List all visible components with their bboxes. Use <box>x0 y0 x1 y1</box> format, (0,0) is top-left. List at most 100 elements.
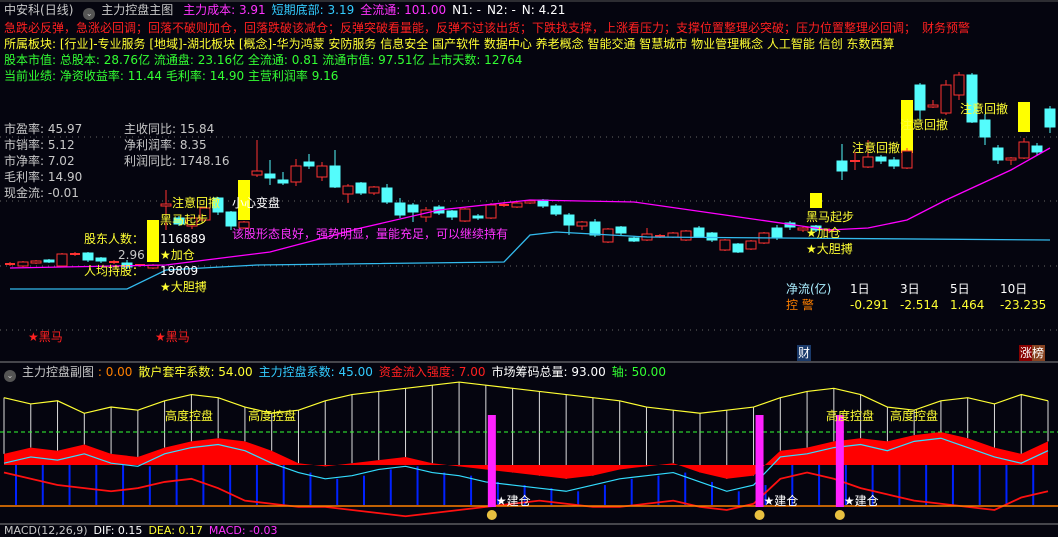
candle-body <box>680 230 692 241</box>
candle-body <box>251 170 263 176</box>
support-line <box>10 231 1051 290</box>
ratio-item: 现金流: -0.01 <box>4 186 79 200</box>
flow-period: 10日 <box>1000 282 1028 296</box>
sub-title[interactable]: 主力控盘副图 <box>22 365 95 379</box>
annotation-shareholders: 116889 <box>160 232 206 246</box>
advice-text: 急跌必反弹，急涨必回调；回落不破则加仓，回落跌破该减仓；反弹突破看量能，反弹不过… <box>4 21 917 35</box>
candle-body <box>992 147 1004 161</box>
candle-body <box>264 173 276 179</box>
limit-up-badge[interactable]: 涨榜 <box>1019 345 1046 361</box>
high-control-label: 高度控盘 <box>826 409 875 423</box>
sub-yellow-line <box>3 381 1049 414</box>
candle-body <box>563 214 575 226</box>
annotation-attention: 注意回撤 <box>172 196 221 210</box>
market-value: 股本市值: 总股本: 28.76亿 流通盘: 23.16亿 全流通: 0.81 … <box>4 53 523 67</box>
info-block: 中安科(日线) ⌄ 主力控盘主图 主力成本: 3.91 短期底部: 3.19 全流通:… <box>4 2 1054 84</box>
annotation-blackhorse: ★黑马 <box>155 330 190 344</box>
annotation-add: ★加仓 <box>806 226 841 240</box>
candle-body <box>225 211 237 227</box>
candle-body <box>342 185 354 195</box>
sub-item: 散户套牢系数: 54.00 <box>138 365 253 379</box>
chevron-down-icon[interactable]: ⌄ <box>83 8 96 20</box>
high-control-label: 高度控盘 <box>248 409 297 423</box>
net-flow-label: 净流(亿) <box>786 282 832 296</box>
candle-body <box>706 232 718 241</box>
ratio-item: 净利润率: 8.35 <box>124 138 207 152</box>
candle-body <box>121 262 133 268</box>
flow-period: 5日 <box>950 282 970 296</box>
candle-body <box>1031 145 1043 153</box>
candle-body <box>43 259 55 263</box>
header-bar: 中安科(日线) ⌄ 主力控盘主图 主力成本: 3.91 短期底部: 3.19 全流通:… <box>4 2 1054 20</box>
candle-body <box>1018 141 1030 159</box>
candle-body <box>615 226 627 234</box>
candle-body <box>173 217 185 225</box>
coin-icon <box>754 510 765 520</box>
candle-body <box>485 204 497 219</box>
candle-body <box>927 104 939 108</box>
annotation-start: 黑马起步 <box>806 210 855 224</box>
candle-body <box>329 165 341 188</box>
sub-item: 主力控盘系数: 45.00 <box>258 365 373 379</box>
candle-body <box>303 161 315 167</box>
sub-cyan-line <box>3 437 1049 492</box>
candle-body <box>160 203 172 207</box>
candle-body <box>576 221 588 227</box>
build-bar <box>755 415 764 507</box>
candle-body <box>511 202 523 208</box>
high-control-label: 高度控盘 <box>890 409 939 423</box>
annotation-blackhorse: ★黑马 <box>28 330 63 344</box>
flow-value: -23.235 <box>1000 298 1047 312</box>
candle-body <box>966 74 978 123</box>
ratio-item: 主收同比: 15.84 <box>124 122 215 136</box>
header-item: N2: - <box>486 3 516 17</box>
candle-body <box>381 187 393 203</box>
candle-body <box>719 239 731 251</box>
candle-body <box>290 165 302 183</box>
candle-body <box>732 243 744 253</box>
macd-header: MACD(12,26,9) DIF: 0.15 DEA: 0.17 MACD: -0.… <box>4 525 284 537</box>
sub-item: 市场筹码总量: 93.00 <box>491 365 606 379</box>
flow-period: 3日 <box>900 282 920 296</box>
candle-body <box>667 232 679 238</box>
candle-body <box>316 165 328 178</box>
candle-body <box>95 257 107 262</box>
flow-value: -0.291 <box>850 298 889 312</box>
performance: 当前业绩: 净资收益率: 11.44 毛利率: 14.90 主营利润率 9.16 <box>4 69 339 83</box>
annotation-per-holder: 19809 <box>160 264 199 278</box>
candle-body <box>394 202 406 216</box>
candle-body <box>446 210 458 218</box>
macd-dif: DIF: 0.15 <box>93 524 143 537</box>
build-label: ★建仓 <box>764 494 799 508</box>
ratio-item: 毛利率: 14.90 <box>4 170 83 184</box>
ratio-item: 利润同比: 1748.16 <box>124 154 230 168</box>
candle-body <box>212 197 224 213</box>
annotation-attention: 注意回撤 <box>960 102 1009 116</box>
candle-body <box>1044 108 1056 128</box>
signal-bar <box>147 220 159 262</box>
candle-body <box>940 84 952 114</box>
signal-bar <box>901 100 913 153</box>
build-label: ★建仓 <box>844 494 879 508</box>
warn-label: 控 警 <box>786 298 814 312</box>
signal-bar <box>810 193 822 208</box>
annotation-bold: ★大胆搏 <box>806 242 853 256</box>
candle-body <box>56 253 68 267</box>
macd-label[interactable]: MACD(12,26,9) <box>4 524 88 537</box>
candle-body <box>979 119 991 138</box>
sub-header: ⌄ 主力控盘副图 : 0.00 散户套牢系数: 54.00 主力控盘系数: 45.00… <box>4 364 678 382</box>
candle-body <box>30 260 42 264</box>
build-label: ★建仓 <box>496 494 531 508</box>
candle-body <box>901 150 913 169</box>
candle-body <box>17 261 29 267</box>
period: (日线) <box>40 3 74 17</box>
candle-body <box>186 217 198 227</box>
candle-body <box>407 204 419 213</box>
indicator-name[interactable]: 主力控盘主图 <box>101 3 174 17</box>
annotation-attention: 注意回撤 <box>852 141 901 155</box>
candle-body <box>953 74 965 96</box>
chevron-down-icon[interactable]: ⌄ <box>4 370 16 382</box>
candle-body <box>628 237 640 242</box>
finance-badge[interactable]: 财 <box>797 345 812 361</box>
